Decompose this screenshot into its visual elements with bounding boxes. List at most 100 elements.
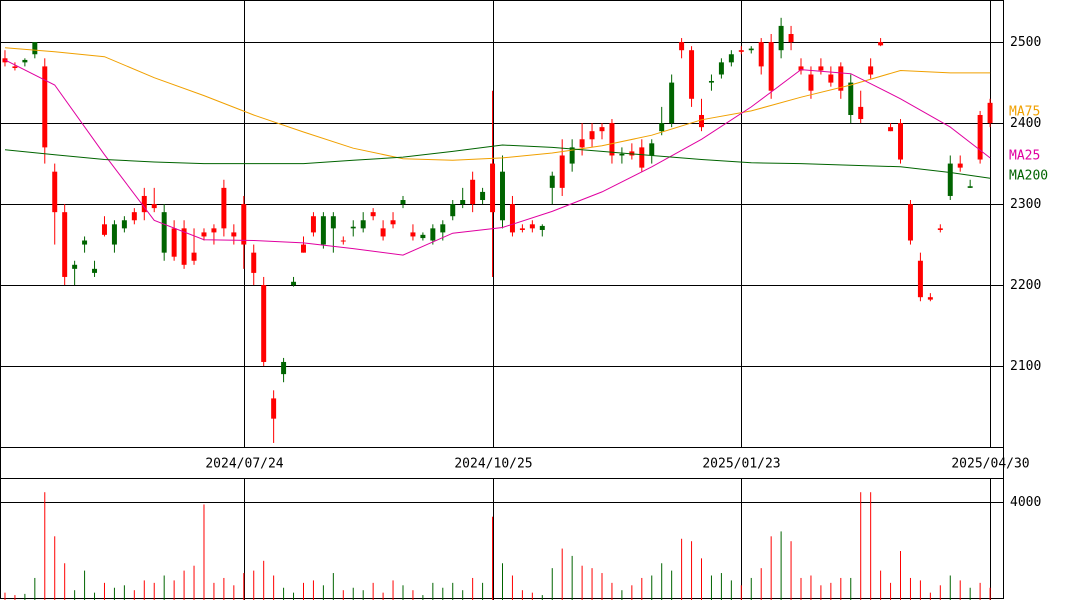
candle-body xyxy=(738,50,744,52)
legend-label: MA200 xyxy=(1009,169,1048,184)
candle-body xyxy=(529,224,535,229)
candle-body xyxy=(907,204,913,241)
candle-body xyxy=(340,240,346,242)
candle-body xyxy=(858,106,864,120)
candle-body xyxy=(390,220,396,225)
candle-body xyxy=(310,216,316,233)
candle-body xyxy=(171,228,177,257)
candle-body xyxy=(967,186,973,188)
candle-body xyxy=(689,50,695,99)
y-tick-label: 2100 xyxy=(1010,359,1041,374)
candle-body xyxy=(828,74,834,83)
candle-body xyxy=(669,82,675,124)
x-tick-label: 2024/07/24 xyxy=(205,457,283,472)
candle-body xyxy=(579,139,585,148)
candle-body xyxy=(917,260,923,298)
candle-body xyxy=(957,163,963,168)
candle-body xyxy=(161,212,167,253)
candle-body xyxy=(519,228,525,230)
candle-body xyxy=(947,163,953,196)
candle-body xyxy=(241,204,247,245)
y-tick-label: 2300 xyxy=(1010,197,1041,212)
candle-body xyxy=(898,123,903,160)
x-tick-label: 2025/04/30 xyxy=(951,457,1029,472)
candle-body xyxy=(699,114,704,128)
candle-body xyxy=(798,66,804,71)
candle-body xyxy=(291,281,297,286)
candle-body xyxy=(201,232,207,237)
candle-body xyxy=(539,225,545,230)
candle-body xyxy=(878,42,884,46)
y-tick-label: 2500 xyxy=(1010,35,1041,50)
candle-body xyxy=(281,361,287,375)
candle-body xyxy=(400,200,406,205)
candle-body xyxy=(191,252,197,261)
candle-body xyxy=(420,234,426,239)
candle-body xyxy=(271,398,277,419)
candle-body xyxy=(778,25,784,51)
candle-body xyxy=(748,48,754,51)
candle-body xyxy=(927,297,933,300)
candle-body xyxy=(330,216,336,229)
candle-body xyxy=(718,62,724,75)
candle-body xyxy=(221,187,227,229)
candle-body xyxy=(430,228,436,241)
candle-body xyxy=(300,244,306,253)
candle-body xyxy=(92,268,98,273)
candle-body xyxy=(480,191,486,201)
candle-body xyxy=(649,143,655,156)
x-tick-label: 2024/10/25 xyxy=(454,457,532,472)
candle-body xyxy=(768,42,774,91)
candle-body xyxy=(62,212,68,277)
candle-body xyxy=(708,80,714,83)
candle-body xyxy=(141,195,147,213)
candle-body xyxy=(758,42,764,67)
candle-body xyxy=(320,216,326,245)
candle-body xyxy=(350,226,356,229)
candle-body xyxy=(380,228,386,237)
candle-body xyxy=(22,59,28,63)
candle-body xyxy=(151,204,157,209)
candle-body xyxy=(609,123,615,156)
candle-body xyxy=(261,285,267,362)
ma-line xyxy=(4,59,991,256)
candle-body xyxy=(888,127,894,132)
candle-body xyxy=(42,66,48,148)
candle-body xyxy=(838,66,844,91)
ma-line xyxy=(4,47,991,161)
y-tick-label: 2400 xyxy=(1010,116,1041,131)
candle-body xyxy=(450,204,456,217)
candle-body xyxy=(121,220,127,229)
candle-body xyxy=(569,147,575,164)
x-tick-label: 2025/01/23 xyxy=(702,457,780,472)
candle-body xyxy=(987,102,993,124)
ma-line xyxy=(4,144,991,179)
y-tick-label: 2200 xyxy=(1010,278,1041,293)
candle-body xyxy=(32,42,38,55)
candle-body xyxy=(848,82,854,115)
candle-body xyxy=(868,66,874,75)
candle-body xyxy=(599,127,605,132)
legend-label: MA75 xyxy=(1009,105,1040,120)
candle-body xyxy=(639,147,645,168)
candle-body xyxy=(131,212,137,221)
candle-body xyxy=(52,171,58,213)
candle-body xyxy=(509,204,515,233)
candle-body xyxy=(370,212,376,217)
candle-body xyxy=(72,264,78,269)
candle-body xyxy=(181,228,187,265)
candle-body xyxy=(111,224,117,245)
candle-body xyxy=(589,131,595,140)
candle-body xyxy=(500,171,505,221)
volume-tick-label: 4000 xyxy=(1010,495,1041,510)
candle-body xyxy=(788,34,794,43)
candle-body xyxy=(82,240,88,245)
legend-label: MA25 xyxy=(1009,149,1040,164)
candle-body xyxy=(231,232,237,237)
candle-body xyxy=(360,220,366,229)
candle-body xyxy=(818,66,824,71)
candle-body xyxy=(977,114,983,160)
candle-body xyxy=(101,224,107,235)
